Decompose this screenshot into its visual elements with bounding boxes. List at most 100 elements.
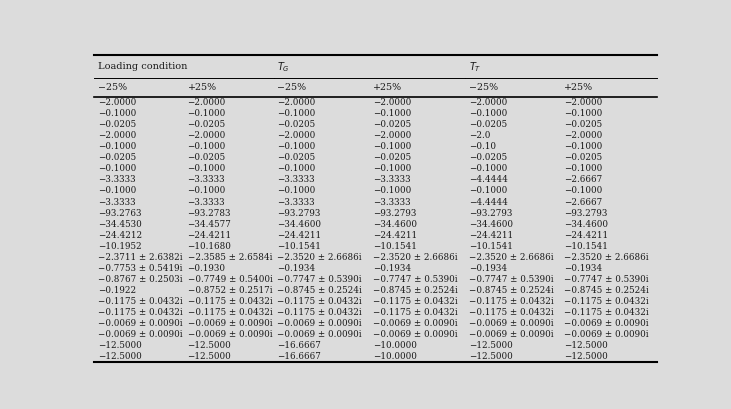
Text: −0.0069 ± 0.0090i: −0.0069 ± 0.0090i — [564, 330, 649, 339]
Text: −24.4211: −24.4211 — [373, 231, 417, 240]
Text: −0.1000: −0.1000 — [277, 142, 316, 151]
Text: −2.0000: −2.0000 — [373, 131, 412, 140]
Text: −24.4211: −24.4211 — [187, 231, 232, 240]
Text: −0.1000: −0.1000 — [469, 109, 507, 118]
Text: −2.6667: −2.6667 — [564, 198, 603, 207]
Text: −2.0000: −2.0000 — [277, 131, 316, 140]
Text: −0.0205: −0.0205 — [564, 153, 602, 162]
Text: −0.0069 ± 0.0090i: −0.0069 ± 0.0090i — [373, 319, 458, 328]
Text: −3.3333: −3.3333 — [98, 175, 135, 184]
Text: −0.0069 ± 0.0090i: −0.0069 ± 0.0090i — [98, 330, 182, 339]
Text: −0.1000: −0.1000 — [373, 142, 412, 151]
Text: −2.0000: −2.0000 — [187, 98, 226, 107]
Text: −10.1541: −10.1541 — [564, 242, 608, 251]
Text: −2.3711 ± 2.6382i: −2.3711 ± 2.6382i — [98, 253, 182, 262]
Text: −0.8752 ± 0.2517i: −0.8752 ± 0.2517i — [187, 286, 272, 295]
Text: −34.4600: −34.4600 — [469, 220, 512, 229]
Text: −0.0205: −0.0205 — [98, 153, 136, 162]
Text: −0.1000: −0.1000 — [277, 164, 316, 173]
Text: −34.4530: −34.4530 — [98, 220, 141, 229]
Text: −0.1930: −0.1930 — [187, 264, 225, 273]
Text: $T_T$: $T_T$ — [469, 60, 481, 74]
Text: −3.3333: −3.3333 — [373, 198, 411, 207]
Text: −93.2793: −93.2793 — [564, 209, 608, 218]
Text: −2.0000: −2.0000 — [98, 98, 136, 107]
Text: −0.1175 ± 0.0432i: −0.1175 ± 0.0432i — [469, 297, 553, 306]
Text: −0.1175 ± 0.0432i: −0.1175 ± 0.0432i — [469, 308, 553, 317]
Text: −0.1000: −0.1000 — [469, 187, 507, 196]
Text: −0.1922: −0.1922 — [98, 286, 136, 295]
Text: −0.1000: −0.1000 — [277, 109, 316, 118]
Text: −3.3333: −3.3333 — [98, 198, 135, 207]
Text: −12.5000: −12.5000 — [98, 353, 141, 362]
Text: −0.1175 ± 0.0432i: −0.1175 ± 0.0432i — [187, 308, 272, 317]
Text: Loading condition: Loading condition — [98, 62, 187, 71]
Text: −25%: −25% — [469, 83, 498, 92]
Text: −0.8745 ± 0.2524i: −0.8745 ± 0.2524i — [373, 286, 458, 295]
Text: −0.0069 ± 0.0090i: −0.0069 ± 0.0090i — [277, 330, 362, 339]
Text: −10.1541: −10.1541 — [277, 242, 321, 251]
Text: −0.7747 ± 0.5390i: −0.7747 ± 0.5390i — [277, 275, 362, 284]
Text: −0.1934: −0.1934 — [469, 264, 507, 273]
Text: −0.0069 ± 0.0090i: −0.0069 ± 0.0090i — [564, 319, 649, 328]
Text: −0.1000: −0.1000 — [564, 142, 603, 151]
Text: −0.0205: −0.0205 — [98, 120, 136, 129]
Text: −16.6667: −16.6667 — [277, 353, 321, 362]
Text: −2.0000: −2.0000 — [564, 131, 603, 140]
Text: −0.1000: −0.1000 — [98, 109, 136, 118]
Text: −2.3520 ± 2.6686i: −2.3520 ± 2.6686i — [277, 253, 362, 262]
Text: −0.1000: −0.1000 — [98, 187, 136, 196]
Text: −12.5000: −12.5000 — [564, 353, 608, 362]
Text: −0.0205: −0.0205 — [187, 153, 226, 162]
Text: −0.0069 ± 0.0090i: −0.0069 ± 0.0090i — [469, 330, 553, 339]
Text: −24.4212: −24.4212 — [98, 231, 142, 240]
Text: −24.4211: −24.4211 — [564, 231, 609, 240]
Text: −2.3520 ± 2.6686i: −2.3520 ± 2.6686i — [373, 253, 458, 262]
Text: −0.1000: −0.1000 — [187, 142, 226, 151]
Text: −25%: −25% — [277, 83, 306, 92]
Text: −0.0069 ± 0.0090i: −0.0069 ± 0.0090i — [277, 319, 362, 328]
Text: −93.2763: −93.2763 — [98, 209, 141, 218]
Text: −0.7749 ± 0.5400i: −0.7749 ± 0.5400i — [187, 275, 273, 284]
Text: −2.3520 ± 2.6686i: −2.3520 ± 2.6686i — [564, 253, 649, 262]
Text: −0.0205: −0.0205 — [373, 153, 412, 162]
Text: −0.1000: −0.1000 — [469, 164, 507, 173]
Text: −2.0000: −2.0000 — [98, 131, 136, 140]
Text: −3.3333: −3.3333 — [187, 198, 225, 207]
Text: −4.4444: −4.4444 — [469, 198, 507, 207]
Text: −0.0205: −0.0205 — [277, 120, 316, 129]
Text: −12.5000: −12.5000 — [187, 342, 231, 351]
Text: −0.8745 ± 0.2524i: −0.8745 ± 0.2524i — [564, 286, 649, 295]
Text: −12.5000: −12.5000 — [98, 342, 141, 351]
Text: −0.1175 ± 0.0432i: −0.1175 ± 0.0432i — [187, 297, 272, 306]
Text: −0.1934: −0.1934 — [277, 264, 316, 273]
Text: −10.1541: −10.1541 — [373, 242, 417, 251]
Text: −93.2783: −93.2783 — [187, 209, 231, 218]
Text: −0.8745 ± 0.2524i: −0.8745 ± 0.2524i — [469, 286, 553, 295]
Text: −2.0000: −2.0000 — [373, 98, 412, 107]
Text: −0.0205: −0.0205 — [564, 120, 602, 129]
Text: −0.1000: −0.1000 — [564, 187, 603, 196]
Text: −10.0000: −10.0000 — [373, 353, 417, 362]
Text: −10.1541: −10.1541 — [469, 242, 512, 251]
Text: −0.7753 ± 0.5419i: −0.7753 ± 0.5419i — [98, 264, 182, 273]
Text: −0.1175 ± 0.0432i: −0.1175 ± 0.0432i — [373, 308, 458, 317]
Text: −0.1000: −0.1000 — [277, 187, 316, 196]
Text: −4.4444: −4.4444 — [469, 175, 507, 184]
Text: −2.3520 ± 2.6686i: −2.3520 ± 2.6686i — [469, 253, 553, 262]
Text: −2.0000: −2.0000 — [187, 131, 226, 140]
Text: −0.1000: −0.1000 — [98, 164, 136, 173]
Text: −0.7747 ± 0.5390i: −0.7747 ± 0.5390i — [373, 275, 458, 284]
Text: −0.1000: −0.1000 — [564, 164, 603, 173]
Text: −34.4577: −34.4577 — [187, 220, 232, 229]
Text: −0.1934: −0.1934 — [564, 264, 602, 273]
Text: $T_G$: $T_G$ — [277, 60, 290, 74]
Text: −2.3585 ± 2.6584i: −2.3585 ± 2.6584i — [187, 253, 272, 262]
Text: −10.1952: −10.1952 — [98, 242, 141, 251]
Text: −10.1680: −10.1680 — [187, 242, 232, 251]
Text: −12.5000: −12.5000 — [187, 353, 231, 362]
Text: −0.1000: −0.1000 — [98, 142, 136, 151]
Text: −0.0069 ± 0.0090i: −0.0069 ± 0.0090i — [373, 330, 458, 339]
Text: −2.0: −2.0 — [469, 131, 491, 140]
Text: −0.0205: −0.0205 — [373, 120, 412, 129]
